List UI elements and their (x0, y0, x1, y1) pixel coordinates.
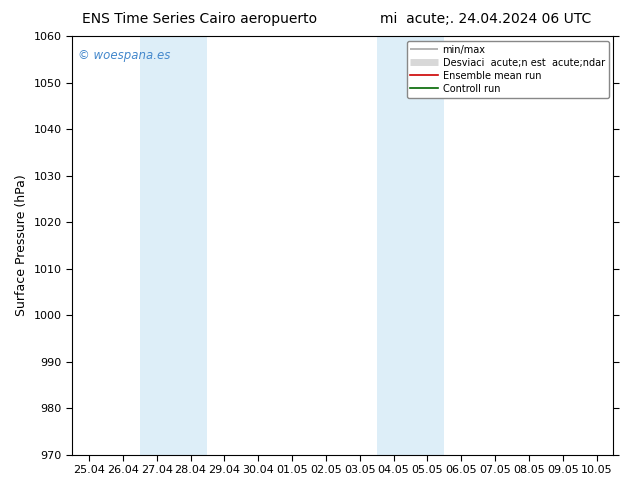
Text: ENS Time Series Cairo aeropuerto: ENS Time Series Cairo aeropuerto (82, 12, 318, 26)
Bar (139, 36, 207, 455)
Bar (377, 36, 444, 455)
Legend: min/max, Desviaci  acute;n est  acute;ndar, Ensemble mean run, Controll run: min/max, Desviaci acute;n est acute;ndar… (406, 41, 609, 98)
Text: © woespana.es: © woespana.es (77, 49, 170, 62)
Text: mi  acute;. 24.04.2024 06 UTC: mi acute;. 24.04.2024 06 UTC (380, 12, 592, 26)
Y-axis label: Surface Pressure (hPa): Surface Pressure (hPa) (15, 174, 28, 316)
